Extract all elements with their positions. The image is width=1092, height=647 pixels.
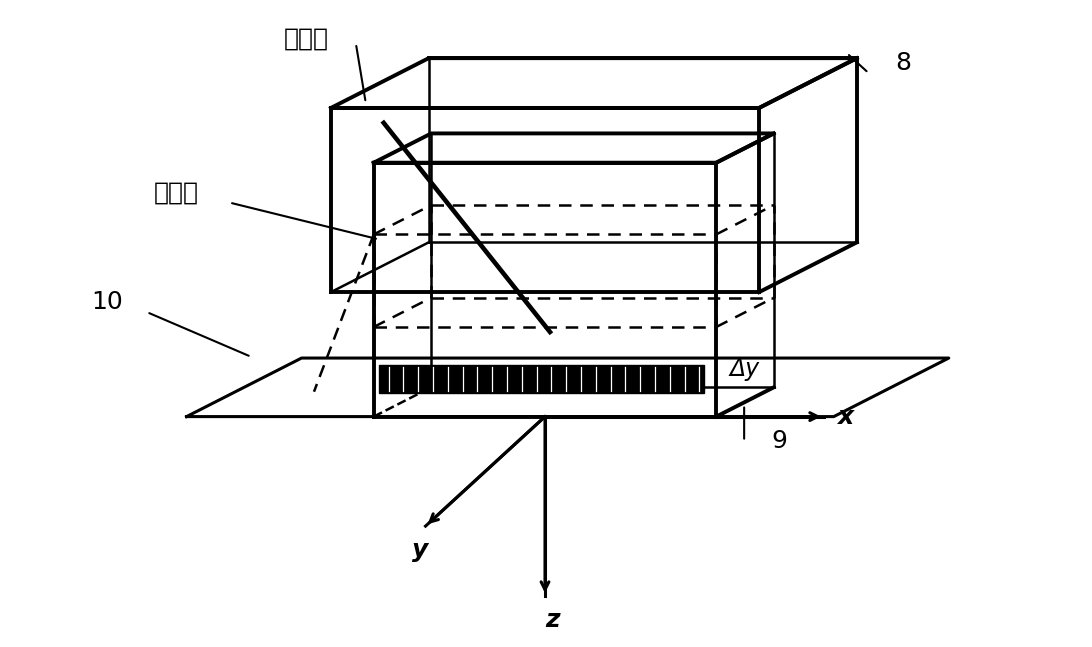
Text: Δy: Δy — [729, 356, 759, 381]
Text: 8: 8 — [895, 51, 912, 75]
Text: z: z — [545, 608, 559, 631]
Text: y: y — [413, 538, 429, 562]
Text: x: x — [836, 404, 853, 428]
Bar — [379, 365, 704, 393]
Text: 9: 9 — [771, 430, 787, 454]
Text: 10: 10 — [91, 290, 122, 314]
Text: 探测面: 探测面 — [154, 181, 199, 204]
Text: 入射面: 入射面 — [284, 27, 329, 50]
